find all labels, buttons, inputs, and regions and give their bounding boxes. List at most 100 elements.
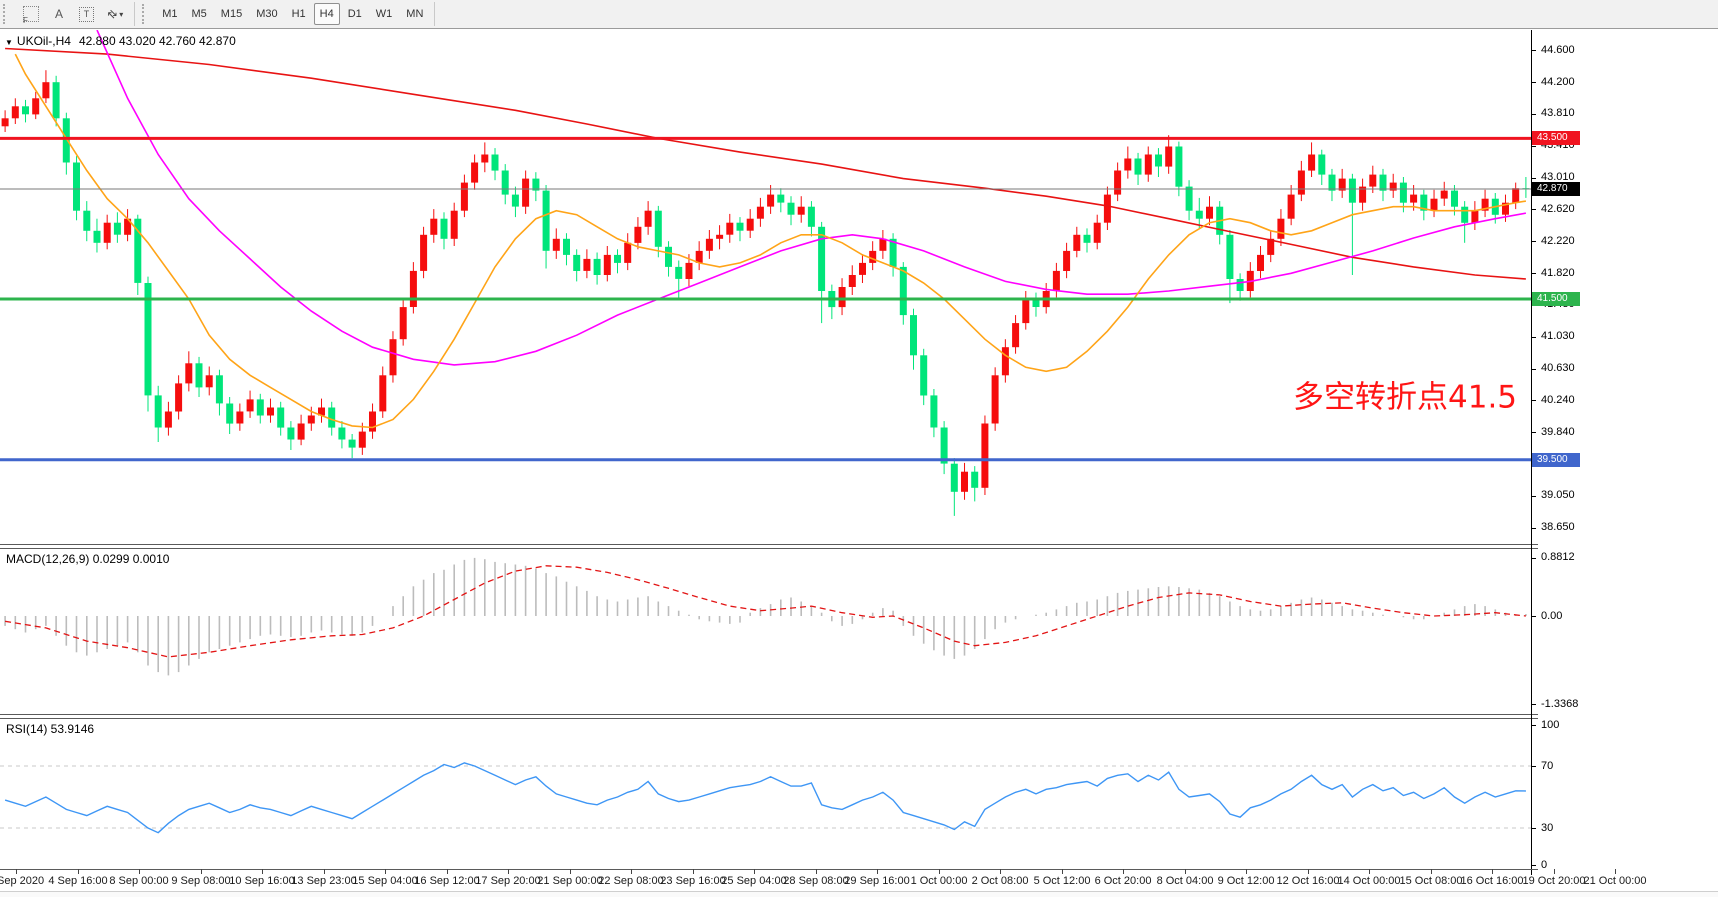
rsi-indicator-panel[interactable] bbox=[0, 719, 1531, 869]
rsi-tick-label: 0 bbox=[1541, 859, 1548, 871]
time-tick bbox=[16, 869, 17, 874]
text-label-icon: A bbox=[54, 7, 63, 21]
time-tick bbox=[385, 869, 386, 874]
main-price-chart[interactable]: 多空转折点41.5 bbox=[0, 30, 1531, 544]
macd-indicator-panel[interactable] bbox=[0, 549, 1531, 714]
toolbar-drag-handle[interactable] bbox=[142, 4, 151, 24]
price-level-badge: 42.870 bbox=[1532, 182, 1580, 196]
time-tick bbox=[693, 869, 694, 874]
panel-separator[interactable] bbox=[0, 544, 1538, 549]
time-label: 16 Sep 12:00 bbox=[414, 875, 480, 887]
time-label: 29 Sep 16:00 bbox=[844, 875, 910, 887]
slow-ma-red bbox=[5, 47, 1526, 280]
time-label: 8 Sep 00:00 bbox=[109, 875, 169, 887]
time-tick bbox=[877, 869, 878, 874]
time-label: 14 Oct 00:00 bbox=[1337, 875, 1401, 887]
price-tick bbox=[1531, 273, 1536, 274]
text-box-icon: T bbox=[79, 6, 94, 22]
time-label: 21 Oct 00:00 bbox=[1583, 875, 1647, 887]
time-label: 9 Oct 12:00 bbox=[1217, 875, 1275, 887]
time-tick bbox=[1185, 869, 1186, 874]
time-label: 19 Oct 20:00 bbox=[1522, 875, 1586, 887]
time-tick bbox=[1062, 869, 1063, 874]
rsi-tick bbox=[1531, 828, 1536, 829]
time-label: 15 Oct 08:00 bbox=[1399, 875, 1463, 887]
panel-separator[interactable] bbox=[0, 714, 1538, 719]
price-tick-label: 42.620 bbox=[1541, 203, 1575, 215]
time-tick bbox=[139, 869, 140, 874]
timeframe-mn-button[interactable]: MN bbox=[400, 3, 429, 25]
time-tick bbox=[939, 869, 940, 874]
timeframe-m30-button[interactable]: M30 bbox=[250, 3, 283, 25]
footer-strip bbox=[0, 892, 1718, 897]
price-axis[interactable]: 44.600 44.200 43.810 43.410 43.010 42.620 42.2… bbox=[1531, 0, 1718, 897]
time-label: 23 Sep 16:00 bbox=[660, 875, 726, 887]
time-label: 21 Sep 00:00 bbox=[537, 875, 603, 887]
price-level-badge: 41.500 bbox=[1532, 292, 1580, 306]
price-tick-label: 42.220 bbox=[1541, 235, 1575, 247]
macd-tick bbox=[1531, 704, 1536, 705]
price-tick-label: 41.820 bbox=[1541, 267, 1575, 279]
arrow-styles-button[interactable]: ⇅ ▾ bbox=[102, 3, 129, 25]
text-label-tool-button[interactable]: A bbox=[47, 3, 71, 25]
ohlc-values: 42.880 43.020 42.760 42.870 bbox=[78, 34, 236, 48]
rsi-tick-label: 100 bbox=[1541, 719, 1560, 731]
macd-label: MACD(12,26,9) 0.0299 0.0010 bbox=[6, 552, 170, 566]
time-label: 15 Sep 04:00 bbox=[352, 875, 418, 887]
timeframe-m1-button[interactable]: M1 bbox=[156, 3, 183, 25]
price-tick bbox=[1531, 432, 1536, 433]
price-level-badge: 39.500 bbox=[1532, 453, 1580, 467]
text-box-tool-button[interactable]: T bbox=[73, 3, 100, 25]
time-tick bbox=[1554, 869, 1555, 874]
timeframe-m15-button[interactable]: M15 bbox=[215, 3, 248, 25]
time-label: 10 Sep 16:00 bbox=[229, 875, 295, 887]
time-label: 16 Oct 16:00 bbox=[1460, 875, 1524, 887]
macd-signal-line bbox=[4, 565, 1526, 658]
time-label: 13 Sep 23:00 bbox=[291, 875, 357, 887]
time-tick bbox=[78, 869, 79, 874]
timeframe-h4-button[interactable]: H4 bbox=[313, 3, 340, 25]
time-tick bbox=[201, 869, 202, 874]
time-label: 3 Sep 2020 bbox=[0, 875, 45, 887]
time-tick bbox=[1123, 869, 1124, 874]
price-tick-label: 43.010 bbox=[1541, 171, 1575, 183]
mid-ma-magenta bbox=[96, 30, 1527, 366]
time-tick bbox=[570, 869, 571, 874]
timeframe-w1-button[interactable]: W1 bbox=[370, 3, 399, 25]
time-tick bbox=[1431, 869, 1432, 874]
rsi-tick-label: 70 bbox=[1541, 760, 1554, 772]
price-tick-label: 39.840 bbox=[1541, 426, 1575, 438]
fibonacci-tool-button[interactable]: F bbox=[17, 3, 45, 25]
symbol-dropdown-icon[interactable]: ▼ bbox=[5, 38, 13, 47]
rsi-tick bbox=[1531, 766, 1536, 767]
time-tick bbox=[447, 869, 448, 874]
timeframe-d1-button[interactable]: D1 bbox=[342, 3, 368, 25]
time-label: 4 Sep 16:00 bbox=[48, 875, 108, 887]
timeframe-h1-button[interactable]: H1 bbox=[286, 3, 312, 25]
price-tick bbox=[1531, 369, 1536, 370]
rsi-tick bbox=[1531, 725, 1536, 726]
time-tick bbox=[1369, 869, 1370, 874]
rsi-tick bbox=[1531, 865, 1536, 866]
time-label: 25 Sep 04:00 bbox=[721, 875, 787, 887]
time-tick bbox=[816, 869, 817, 874]
timeframe-m5-button[interactable]: M5 bbox=[186, 3, 213, 25]
price-tick bbox=[1531, 209, 1536, 210]
chart-annotation: 多空转折点41.5 bbox=[1293, 380, 1517, 416]
price-tick bbox=[1531, 146, 1536, 147]
price-tick bbox=[1531, 82, 1536, 83]
time-tick bbox=[631, 869, 632, 874]
fast-ma-orange bbox=[14, 53, 1527, 429]
time-label: 9 Sep 08:00 bbox=[171, 875, 231, 887]
price-level-badge: 43.500 bbox=[1532, 131, 1580, 145]
time-label: 22 Sep 08:00 bbox=[598, 875, 664, 887]
rsi-line bbox=[4, 762, 1526, 834]
time-tick bbox=[508, 869, 509, 874]
time-label: 17 Sep 20:00 bbox=[475, 875, 541, 887]
toolbar: F A T ⇅ ▾ M1 M5 M15 M30 H1 H4 D1 W1 MN bbox=[0, 0, 1718, 29]
toolbar-drag-handle[interactable] bbox=[3, 4, 12, 24]
time-label: 5 Oct 12:00 bbox=[1033, 875, 1091, 887]
price-tick-label: 40.630 bbox=[1541, 362, 1575, 374]
